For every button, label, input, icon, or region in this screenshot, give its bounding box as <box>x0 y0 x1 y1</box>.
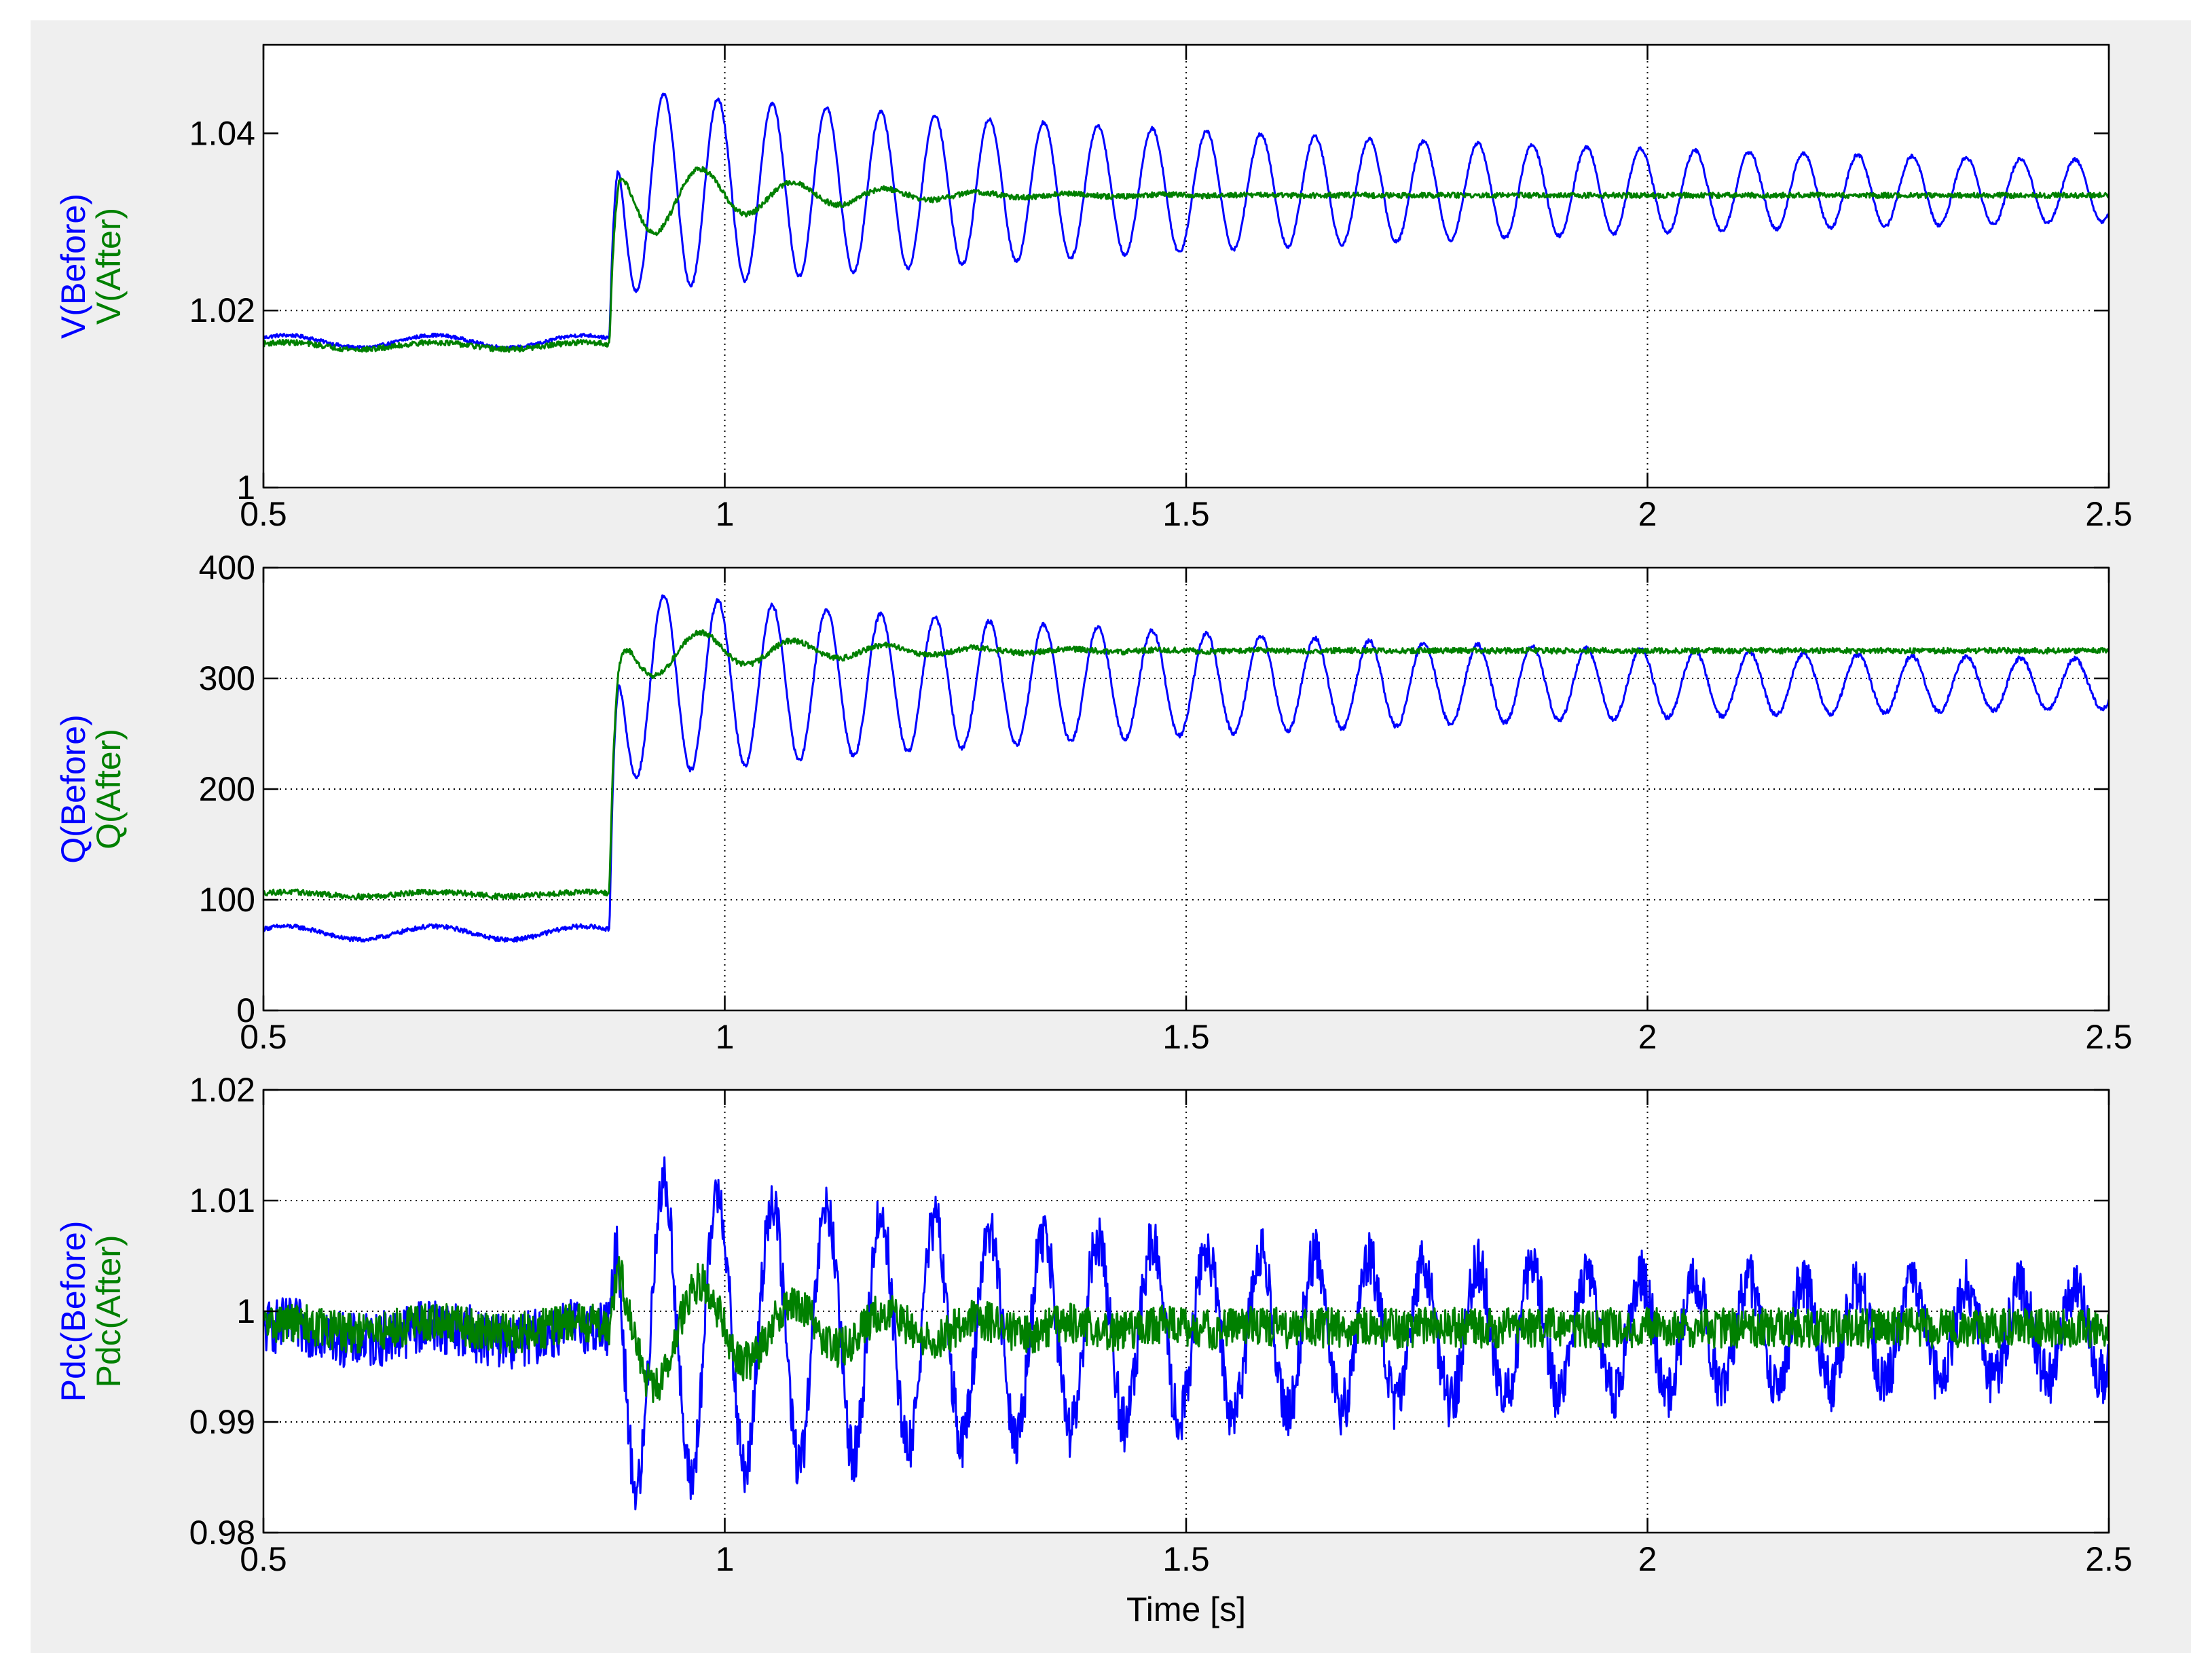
figure-inner-white-left <box>0 0 31 1680</box>
x-tick-label: 2 <box>1638 495 1657 533</box>
y-axis-label: Q(Before) <box>54 714 92 864</box>
y-axis-label: Pdc(After) <box>90 1235 128 1387</box>
y-tick-label: 1.04 <box>189 114 255 152</box>
y-tick-label: 1 <box>236 1292 255 1330</box>
x-tick-label: 1 <box>716 495 735 533</box>
y-tick-label: 400 <box>199 549 255 587</box>
series-line-before <box>263 1156 2109 1511</box>
y-tick-label: 300 <box>199 659 255 697</box>
y-tick-label: 0.98 <box>189 1514 255 1552</box>
figure-inner-white-bottom <box>0 1653 2191 1680</box>
series-line-after <box>263 166 2109 353</box>
x-tick-label: 1.5 <box>1162 1018 1210 1056</box>
x-axis-label: Time [s] <box>1126 1590 1246 1628</box>
y-tick-label: 100 <box>199 881 255 919</box>
series-line-before <box>263 594 2109 943</box>
series-line-before <box>263 92 2109 350</box>
x-tick-label: 0.5 <box>240 1540 287 1578</box>
y-tick-label: 1.02 <box>189 1071 255 1109</box>
panel-1: 0.5 1 1.5 2 2.511.021.04V(Before)V(After) <box>54 43 2133 533</box>
x-tick-label: 2 <box>1638 1018 1657 1056</box>
x-tick-label: 2 <box>1638 1540 1657 1578</box>
series-line-after <box>263 1256 2109 1404</box>
x-tick-label: 1.5 <box>1162 495 1210 533</box>
y-tick-label: 0 <box>236 991 255 1029</box>
panel-2: 0.5 1 1.5 2 2.5 0 100 200 300 400 Q(Before)Q(After… <box>54 549 2133 1056</box>
panel-3: 0.5 1 1.5 2 2.5 0.98 0.99 1 1.01 1.02 Pdc(Before)P… <box>54 1071 2133 1628</box>
y-tick-label: 0.99 <box>189 1403 255 1441</box>
x-tick-label: 1.5 <box>1162 1540 1210 1578</box>
y-tick-label: 200 <box>199 770 255 808</box>
axes-background <box>263 45 2109 488</box>
y-tick-label: 1.01 <box>189 1182 255 1220</box>
y-axis-label: V(After) <box>90 208 128 325</box>
y-axis-label: Q(After) <box>90 729 128 850</box>
y-tick-label: 1 <box>236 469 255 507</box>
x-tick-label: 2.5 <box>2085 1540 2133 1578</box>
figure-inner-white-top <box>0 0 2191 20</box>
y-tick-label: 1.02 <box>189 291 255 329</box>
x-tick-label: 2.5 <box>2085 495 2133 533</box>
x-tick-label: 0.5 <box>240 495 287 533</box>
x-tick-label: 0.5 <box>240 1018 287 1056</box>
y-axis-label: V(Before) <box>54 194 92 339</box>
panels: 0.5 1 1.5 2 2.511.021.04V(Before)V(After)0.5… <box>54 43 2133 1628</box>
series-line-after <box>263 629 2109 900</box>
x-tick-label: 2.5 <box>2085 1018 2133 1056</box>
y-axis-label: Pdc(Before) <box>54 1221 92 1402</box>
x-tick-label: 1 <box>716 1540 735 1578</box>
x-tick-label: 1 <box>716 1018 735 1056</box>
